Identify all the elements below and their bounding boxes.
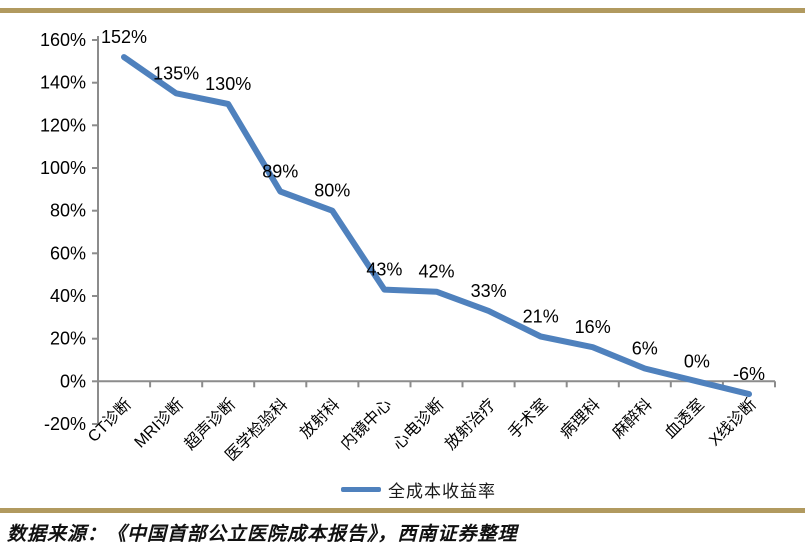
x-axis-category-label: MRI诊断 <box>131 395 187 451</box>
y-axis-tick-label: 160% <box>40 30 86 50</box>
data-point-label: 0% <box>684 351 710 371</box>
y-axis-tick-label: 80% <box>50 201 86 221</box>
x-axis-category-label: 麻醉科 <box>609 395 656 442</box>
data-point-label: 43% <box>366 260 402 280</box>
data-point-label: 21% <box>523 307 559 327</box>
y-axis-tick-label: 20% <box>50 329 86 349</box>
y-axis-tick-label: 120% <box>40 115 86 135</box>
data-point-label: 33% <box>471 281 507 301</box>
data-point-label: 135% <box>153 63 199 83</box>
top-divider <box>0 8 805 13</box>
y-axis-tick-label: 60% <box>50 243 86 263</box>
data-point-label: 16% <box>575 317 611 337</box>
legend-label: 全成本收益率 <box>388 481 496 502</box>
data-point-label: 80% <box>314 181 350 201</box>
data-point-label: 42% <box>418 262 454 282</box>
y-axis-tick-label: 0% <box>60 371 86 391</box>
bottom-divider <box>0 508 805 513</box>
x-axis-category-label: 放射治疗 <box>441 395 499 453</box>
y-axis-tick-label: 140% <box>40 73 86 93</box>
y-axis-tick-label: -20% <box>44 414 86 434</box>
y-axis-tick-label: 40% <box>50 286 86 306</box>
x-axis-category-label: 手术室 <box>505 395 552 442</box>
line-chart: 160% 140% 120% 100% 80% 60% 40% 20% 0% -20% 152% 13… <box>40 27 776 465</box>
data-point-label: 130% <box>205 74 251 94</box>
x-axis-category-label: 病理科 <box>557 395 604 442</box>
data-point-label: 6% <box>632 339 658 359</box>
legend: 全成本收益率 <box>80 478 757 502</box>
x-axis-category-label: 放射科 <box>296 395 343 442</box>
data-point-label: 152% <box>101 27 147 47</box>
x-axis-category-label: 心电诊断 <box>389 395 447 453</box>
y-axis-tick-label: 100% <box>40 158 86 178</box>
data-line-series <box>121 54 752 398</box>
x-axis-category-label: CT诊断 <box>84 395 134 445</box>
x-axis-category-label: 血透室 <box>661 395 708 442</box>
legend-line-marker <box>341 486 381 492</box>
data-point-label: 89% <box>262 162 298 182</box>
source-note: 数据来源：《中国首部公立医院成本报告》，西南证券整理 <box>7 523 518 545</box>
x-axis-category-label: X线诊断 <box>706 395 760 449</box>
data-point-label: -6% <box>733 364 765 384</box>
x-axis-category-label: 内镜中心 <box>337 395 396 454</box>
